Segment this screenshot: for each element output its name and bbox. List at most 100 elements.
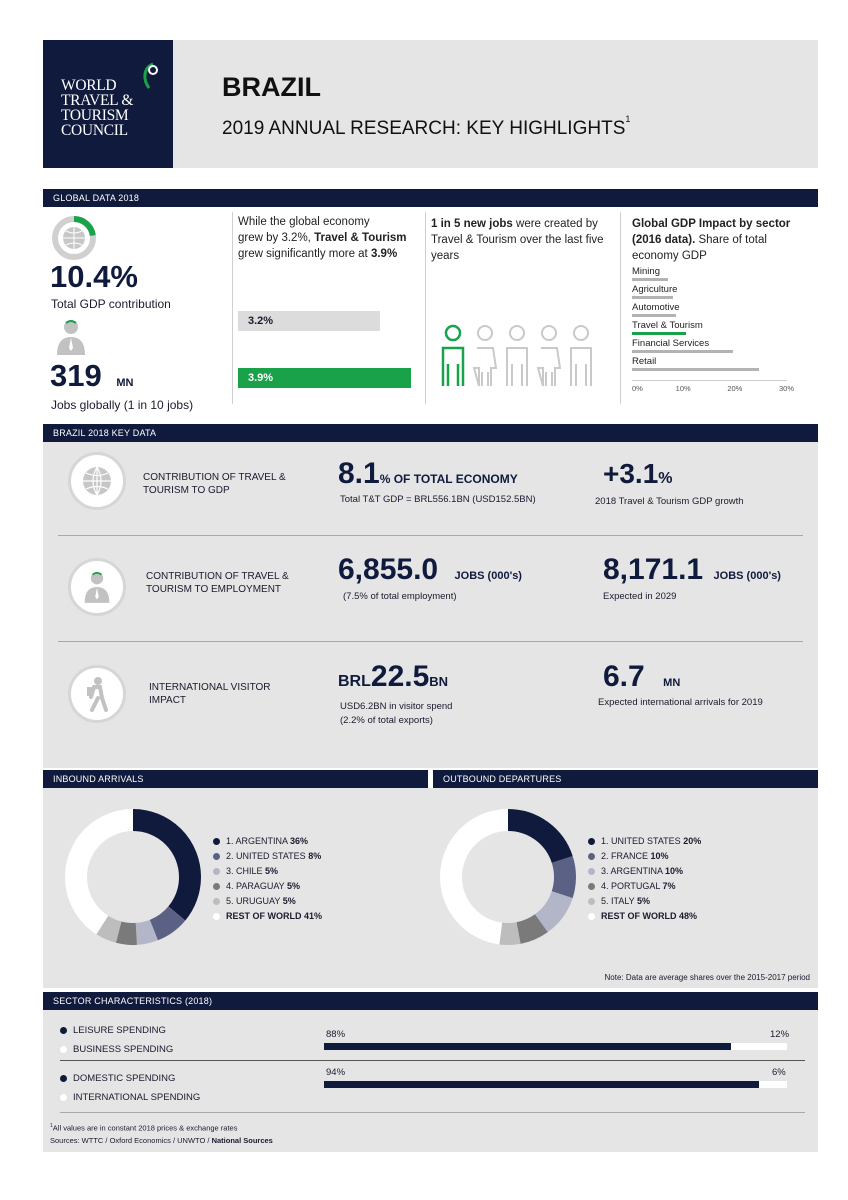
traveller-icon [87,677,108,712]
sector-bar [632,332,686,335]
gdp-label-2: TOURISM TO GDP [143,485,230,496]
economy-growth-bar: 3.2% [238,311,380,331]
logo-line: COUNCIL [61,122,128,139]
sector-title-2a: (2016 data). [632,234,696,246]
leisure-text: LEISURE SPENDING [73,1025,166,1036]
legend-item: 1. UNITED STATES 20% [588,836,701,846]
logo-line: TOURISM [61,107,129,124]
gdp-number: 8.1 [338,457,380,490]
brazil-growth-sub: 2018 Travel & Tourism GDP growth [595,496,744,507]
leisure-business-bar [324,1043,787,1050]
legend-swatch [588,883,595,891]
legend-value: 10% [665,866,684,876]
legend-item: 1. ARGENTINA 36% [213,836,308,846]
donut-segment [440,809,576,945]
footnote: 1All values are in constant 2018 prices … [50,1123,237,1133]
international-value: 6% [772,1067,786,1078]
legend-item: 2. UNITED STATES 8% [213,851,321,861]
legend-value: 5% [637,896,651,906]
growth-line-1: While the global economy [238,216,370,228]
donut-segment [65,809,201,945]
page-title: BRAZIL [222,72,321,102]
legend-label: REST OF WORLD [601,911,679,921]
emp2029-number: 8,171.1 [603,553,704,586]
newjobs-line-2: Travel & Tourism over the last five [431,234,604,246]
newjobs-line-3: years [431,250,460,262]
visitor-number: 22.5 [370,660,430,693]
newjobs-line-1: 1 in 5 new jobs were created by [431,216,604,232]
sector-title-2b: Share of total [698,234,767,246]
growth-unit: % [658,470,673,487]
divider [620,212,621,404]
brazil-emp2029-value: 8,171.1 JOBS (000's) [603,553,781,587]
leisure-value: 88% [326,1029,346,1040]
growth-line-3: grew significantly more at 3.9% [238,246,407,262]
legend-item: 2. FRANCE 10% [588,851,669,861]
sources: Sources: WTTC / Oxford Economics / UNWTO… [50,1136,273,1145]
legend-value: 7% [662,881,676,891]
donut-segment [440,809,576,945]
legend-swatch [588,838,595,846]
sector-bar [632,350,733,353]
business-value: 12% [770,1029,790,1040]
visitor-label-1: INTERNATIONAL VISITOR [149,682,271,693]
domestic-bar-fill [324,1081,760,1088]
legend-value: 20% [683,836,702,846]
business-text: BUSINESS SPENDING [73,1044,174,1055]
global-jobs-value: 319 MN [50,358,133,394]
brazil-gdp-value: 8.1% OF TOTAL ECONOMY [338,457,518,491]
globe-gdp-icon [52,216,96,260]
legend-label: 3. ARGENTINA [601,866,666,876]
sector-tick-label: 20% [727,384,743,393]
legend-value: 5% [282,896,296,906]
economy-growth-value: 3.2% [248,315,274,327]
divider [58,641,803,642]
legend-swatch [213,868,220,876]
legend-label: 4. PORTUGAL [601,881,663,891]
global-gdp-value: 10.4% [50,259,138,294]
globe-icon [83,466,111,496]
legend-value: 5% [265,866,279,876]
footnote-text: All values are in constant 2018 prices &… [52,1123,238,1133]
brazil-emp-label: CONTRIBUTION OF TRAVEL & TOURISM TO EMPL… [146,570,289,596]
sector-label: Financial Services [632,338,710,349]
wttc-logo: WORLD TRAVEL & TOURISM COUNCIL [43,40,173,168]
legend-label: 2. FRANCE [601,851,651,861]
sources-text: Sources: WTTC / Oxford Economics / UNWTO… [50,1136,210,1145]
emp-label-2: TOURISM TO EMPLOYMENT [146,584,282,595]
growth-number: +3.1 [603,458,659,489]
jobs-number: 319 [50,358,102,393]
domestic-text: DOMESTIC SPENDING [73,1073,176,1084]
footnote-mark: 1 [625,114,631,124]
legend-label: REST OF WORLD [226,911,304,921]
legend-swatch [588,853,595,861]
domestic-international-bar [324,1081,787,1088]
logo-line: WORLD [61,77,117,94]
donut-segment [440,809,576,945]
subtitle-text: 2019 ANNUAL RESEARCH: KEY HIGHLIGHTS [222,118,626,139]
donut-segment [65,809,201,945]
brazil-visitor-label: INTERNATIONAL VISITOR IMPACT [149,681,271,707]
global-growth-text: While the global economy grew by 3.2%, T… [238,214,407,262]
growth-line-2b: Travel & Tourism [314,232,407,244]
legend-value: 8% [308,851,322,861]
newjobs-bold: 1 in 5 new jobs [431,218,513,230]
sector-tick-label: 30% [779,384,795,393]
sector-bar [632,314,676,317]
legend-item: 4. PARAGUAY 5% [213,881,300,891]
legend-item: REST OF WORLD 41% [213,911,322,921]
business-label: BUSINESS SPENDING [60,1044,173,1055]
sector-tick-label: 10% [675,384,691,393]
sector-label: Agriculture [632,284,678,295]
gdp-label-1: CONTRIBUTION OF TRAVEL & [143,472,286,483]
sector-label: Retail [632,356,657,367]
inbound-donut-chart [65,809,201,945]
sector-chart-title: Global GDP Impact by sector (2016 data).… [632,216,790,264]
person-icon [570,325,592,386]
sector-label: Mining [632,266,660,277]
people-figures [440,324,600,392]
person-icon [472,325,498,387]
outbound-donut-chart [440,809,576,945]
divider [58,535,803,536]
legend-swatch [213,838,220,846]
